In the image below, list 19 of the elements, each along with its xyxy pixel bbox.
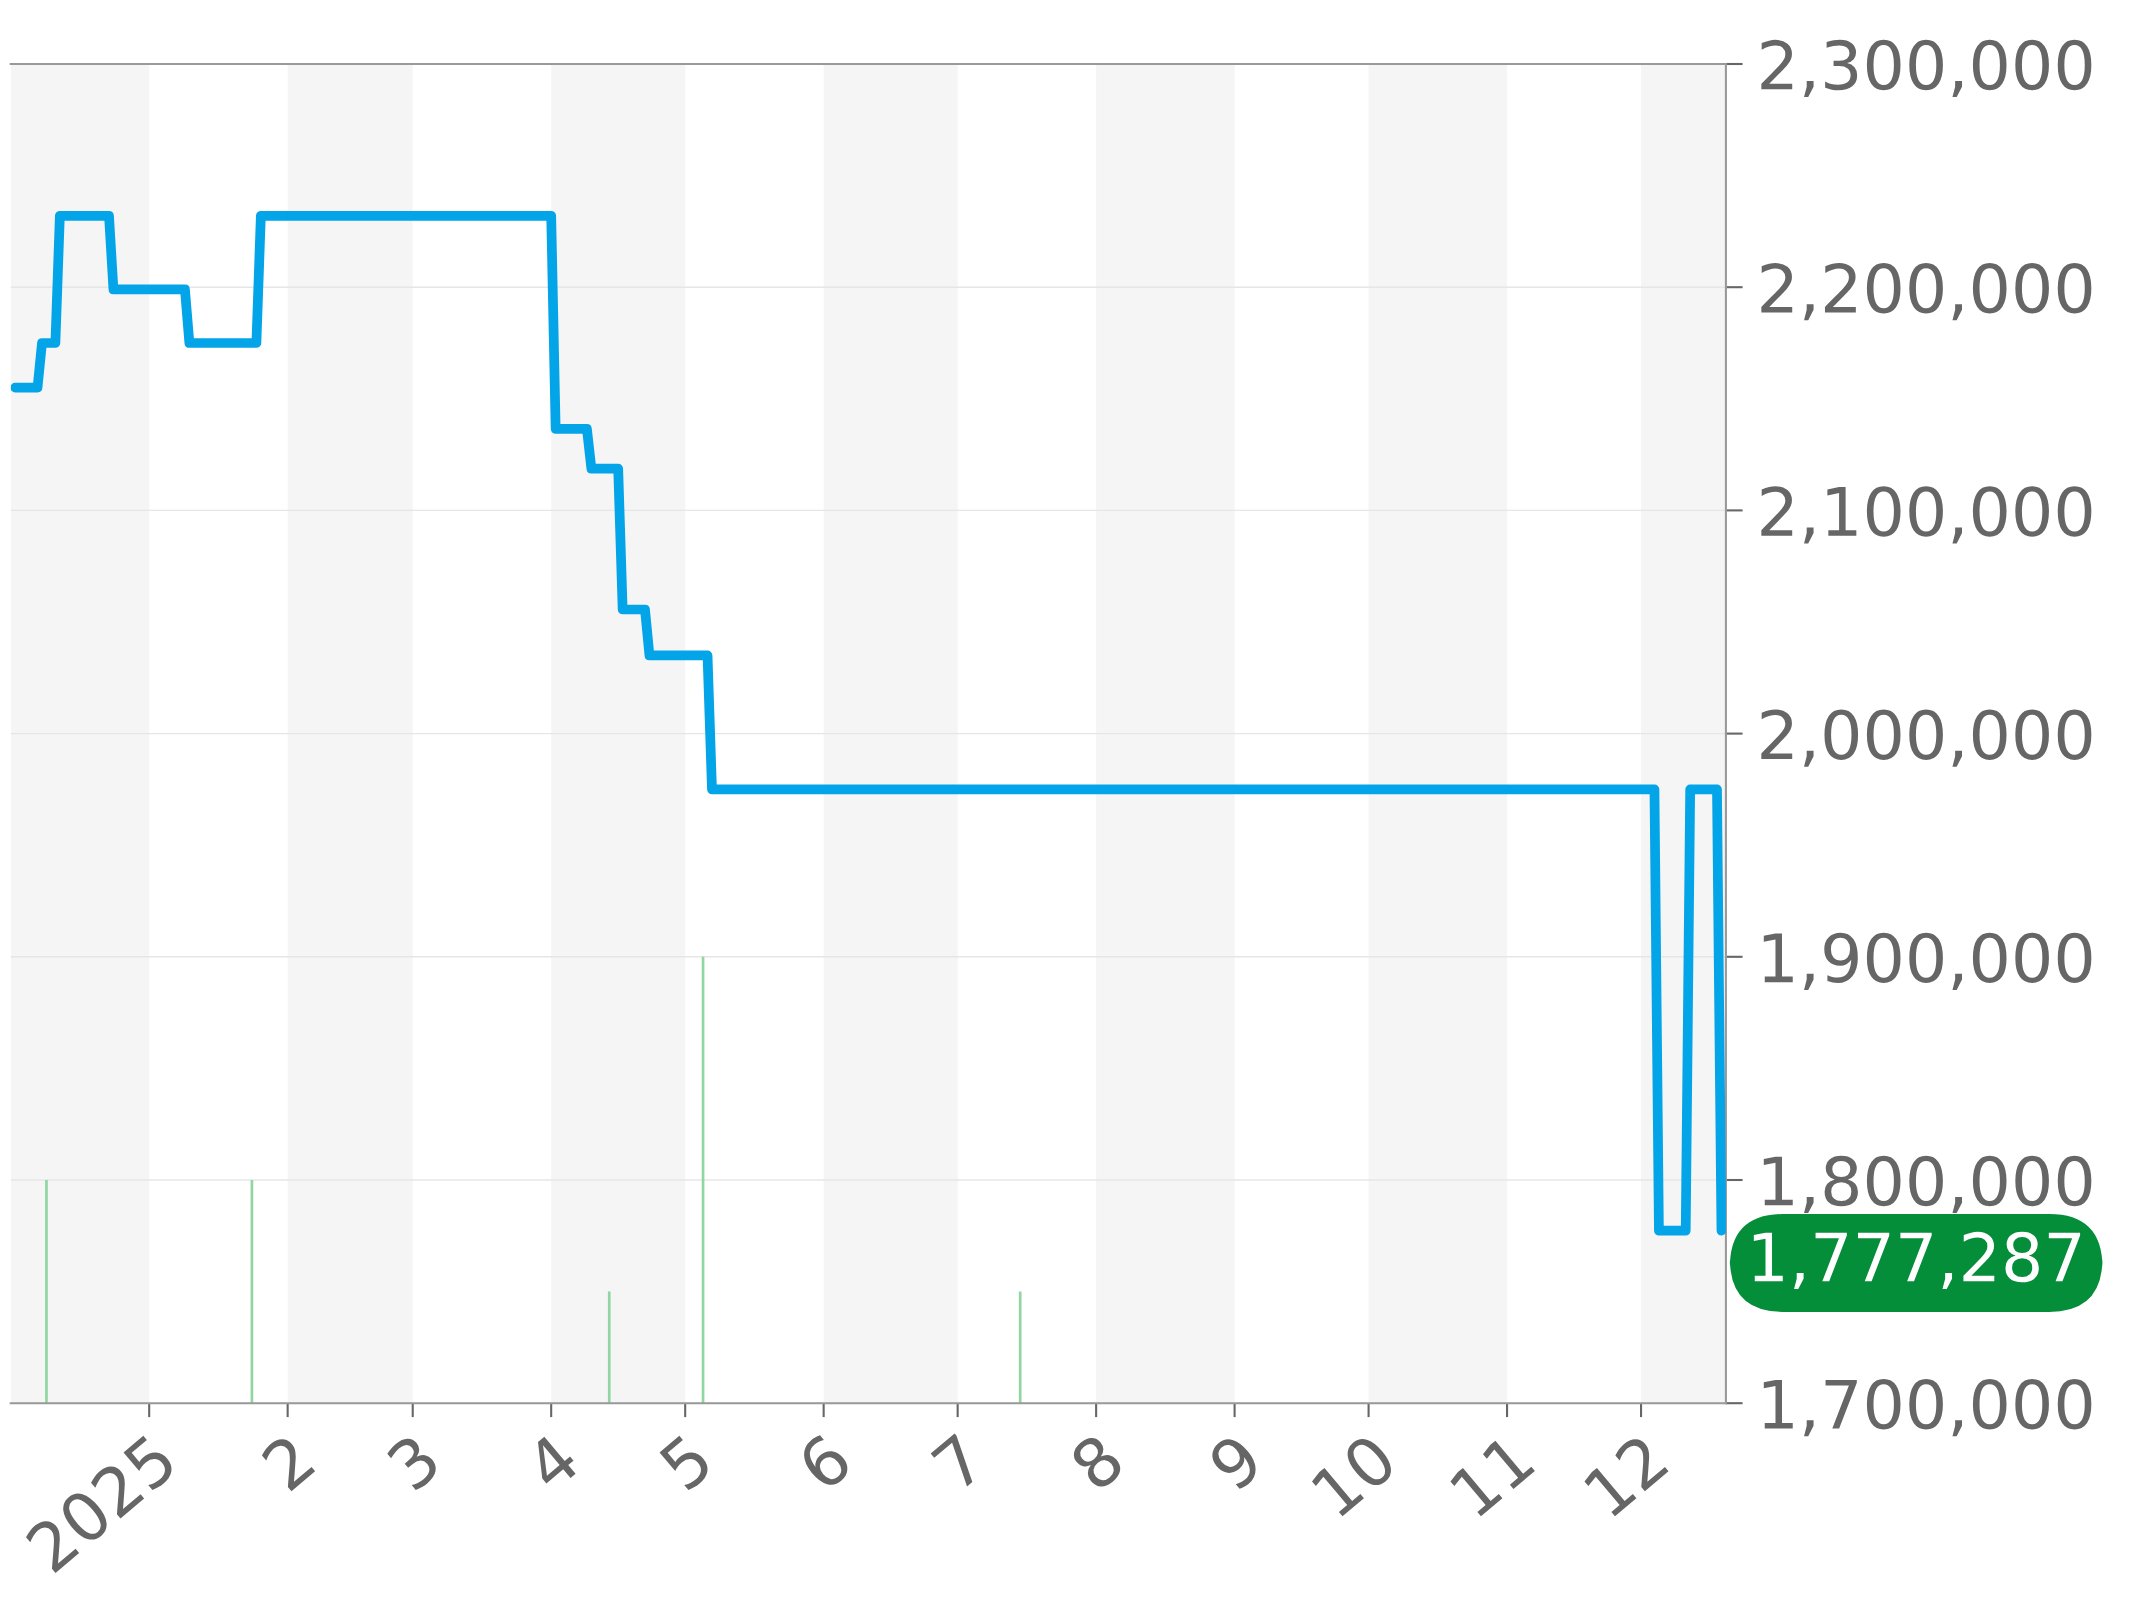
y-tick-label: 2,300,000 [1761, 39, 2092, 98]
y-tick-label: 2,200,000 [1761, 263, 2092, 321]
x-tick-label: 12 [1582, 1433, 1669, 1517]
y-tick-label: 1,800,000 [1763, 1155, 2092, 1214]
x-tick-label: 4 [522, 1432, 581, 1493]
x-tick-label: 8 [1067, 1432, 1126, 1493]
y-tick-label: 2,100,000 [1761, 486, 2092, 544]
x-tick-label: 5 [657, 1433, 714, 1492]
x-tick-label: 9 [1206, 1432, 1265, 1493]
y-tick-label: 1,900,000 [1763, 932, 2092, 990]
x-tick-label: 10 [1309, 1431, 1399, 1518]
x-tick-label: 7 [930, 1433, 986, 1491]
y-tick-label: 2,000,000 [1761, 709, 2092, 767]
annotation: 1,777,287 [1753, 1231, 2081, 1290]
x-tick-label: 6 [795, 1431, 854, 1492]
x-tick-label: 2 [259, 1433, 316, 1492]
x-tick-label: 11 [1449, 1433, 1535, 1517]
x-tick-label: 3 [384, 1432, 442, 1492]
y-tick-label: 1,700,000 [1763, 1379, 2092, 1437]
